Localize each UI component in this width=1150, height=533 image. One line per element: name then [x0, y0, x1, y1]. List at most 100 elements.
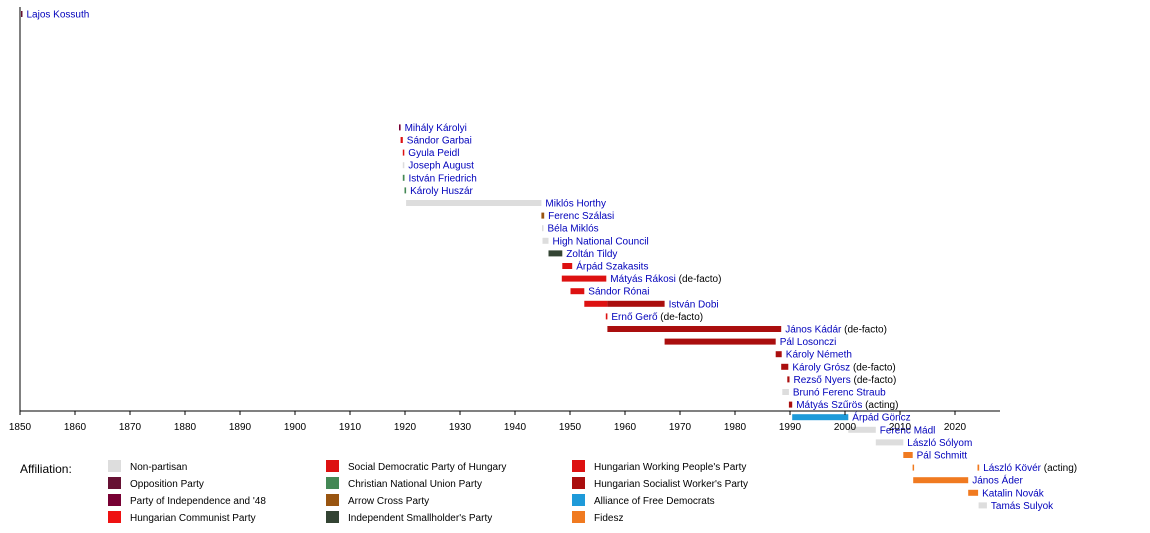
row-label-8: Ferenc Szálasi [548, 211, 614, 222]
bar-18-0 [664, 338, 776, 345]
name-label-7: Miklós Horthy [545, 199, 606, 210]
row-label-5: István Friedrich [409, 173, 477, 184]
x-tick-label-7: 1920 [394, 422, 417, 433]
legend-label-4: Social Democratic Party of Hungary [348, 462, 506, 473]
note-label-28: (acting) [1041, 463, 1077, 474]
row-label-2: Sándor Garbai [407, 136, 472, 147]
note-label-23: (acting) [862, 400, 898, 411]
legend-swatch-8 [572, 460, 585, 472]
row-label-9: Béla Miklós [548, 224, 599, 235]
row-label-15: István Dobi [669, 299, 719, 310]
x-tick-label-13: 1980 [724, 422, 747, 433]
bar-3-0 [402, 149, 405, 156]
x-tick-label-9: 1940 [504, 422, 527, 433]
x-tick-label-8: 1930 [449, 422, 472, 433]
bar-7-0 [406, 200, 542, 206]
bar-10-0 [542, 237, 549, 244]
name-label-16: Ernő Gerő [611, 312, 658, 323]
bar-23-0 [788, 401, 793, 408]
name-label-20: Károly Grósz [792, 362, 850, 373]
x-tick-label-2: 1870 [119, 422, 142, 433]
row-label-22: Brunó Ferenc Straub [793, 388, 886, 399]
legend-swatch-4 [326, 460, 339, 472]
x-tick-label-1: 1860 [64, 422, 87, 433]
row-label-30: Katalin Novák [982, 488, 1045, 499]
row-label-23: Mátyás Szűrös (acting) [796, 400, 898, 411]
name-label-29: János Áder [972, 474, 1023, 487]
name-label-10: High National Council [553, 236, 649, 247]
bar-14-0 [570, 288, 585, 295]
name-label-0: Lajos Kossuth [27, 10, 90, 21]
bar-15-1 [607, 300, 665, 307]
bar-28-1 [977, 464, 980, 471]
bars-layer [21, 11, 987, 509]
x-tick-label-15: 2000 [834, 422, 857, 433]
row-label-20: Károly Grósz (de-facto) [792, 362, 895, 373]
bar-13-0 [561, 275, 607, 282]
legend-label-3: Hungarian Communist Party [130, 513, 256, 524]
row-label-3: Gyula Peidl [408, 148, 459, 159]
bar-15-0 [584, 300, 608, 307]
bar-17-0 [607, 326, 782, 332]
labels-layer: Lajos Kossuth Mihály Károlyi Sándor Garbai… [27, 10, 1078, 512]
row-label-28: László Kövér (acting) [983, 463, 1077, 474]
row-label-27: Pál Schmitt [917, 451, 968, 462]
legend-swatch-3 [108, 511, 121, 523]
legend-label-0: Non-partisan [130, 462, 187, 473]
bar-0-0 [21, 11, 23, 17]
row-label-16: Ernő Gerő (de-facto) [611, 312, 703, 323]
x-tick-label-17: 2020 [944, 422, 967, 433]
name-label-3: Gyula Peidl [408, 148, 459, 159]
x-tick-label-10: 1950 [559, 422, 582, 433]
row-label-4: Joseph August [408, 161, 474, 172]
bar-25-0 [848, 426, 876, 433]
name-label-18: Pál Losonczi [780, 337, 837, 348]
x-tick-label-3: 1880 [174, 422, 197, 433]
legend-label-9: Hungarian Socialist Worker's Party [594, 479, 748, 490]
name-label-11: Zoltán Tildy [566, 249, 617, 260]
legend-swatch-10 [572, 494, 585, 506]
legend-label-7: Independent Smallholder's Party [348, 513, 492, 524]
x-tick-label-5: 1900 [284, 422, 307, 433]
legend-swatch-6 [326, 494, 339, 506]
row-label-26: László Sólyom [907, 438, 972, 449]
name-label-5: István Friedrich [409, 173, 477, 184]
name-label-1: Mihály Károlyi [405, 123, 467, 134]
legend-label-8: Hungarian Working People's Party [594, 462, 746, 473]
legend-label-5: Christian National Union Party [348, 479, 482, 490]
name-label-30: Katalin Novák [982, 488, 1045, 499]
x-axis-ticks: 1850 1860 1870 1880 1890 1900 1910 1920 1930 1940… [9, 411, 967, 433]
note-label-17: (de-facto) [841, 325, 887, 336]
legend-swatch-7 [326, 511, 339, 523]
row-label-21: Rezső Nyers (de-facto) [794, 375, 897, 386]
row-label-17: János Kádár (de-facto) [785, 325, 887, 336]
name-label-6: Károly Huszár [410, 186, 473, 197]
row-label-18: Pál Losonczi [780, 337, 837, 348]
name-label-25: Ferenc Mádl [880, 425, 936, 436]
x-tick-label-16: 2010 [889, 422, 912, 433]
note-label-13: (de-facto) [676, 274, 722, 285]
bar-27-0 [903, 452, 913, 458]
x-tick-label-11: 1960 [614, 422, 637, 433]
row-label-24: Árpád Göncz [852, 411, 910, 424]
name-label-21: Rezső Nyers [794, 375, 851, 386]
name-label-14: Sándor Rónai [588, 287, 649, 298]
x-tick-label-12: 1970 [669, 422, 692, 433]
bar-30-0 [968, 489, 979, 496]
legend-label-10: Alliance of Free Democrats [594, 496, 715, 507]
row-label-29: János Áder [972, 474, 1023, 487]
bar-9-0 [542, 225, 544, 232]
bar-19-0 [775, 351, 782, 358]
bar-31-0 [978, 502, 987, 509]
x-tick-label-4: 1890 [229, 422, 252, 433]
name-label-12: Árpád Szakasits [576, 260, 648, 273]
note-label-16: (de-facto) [658, 312, 704, 323]
row-label-0: Lajos Kossuth [27, 10, 90, 21]
bar-26-0 [875, 439, 904, 446]
bar-28-0 [912, 464, 915, 471]
legend-swatch-11 [572, 511, 585, 523]
name-label-17: János Kádár [785, 325, 842, 336]
bar-22-0 [782, 389, 789, 395]
name-label-8: Ferenc Szálasi [548, 211, 614, 222]
legend-label-6: Arrow Cross Party [348, 496, 429, 507]
